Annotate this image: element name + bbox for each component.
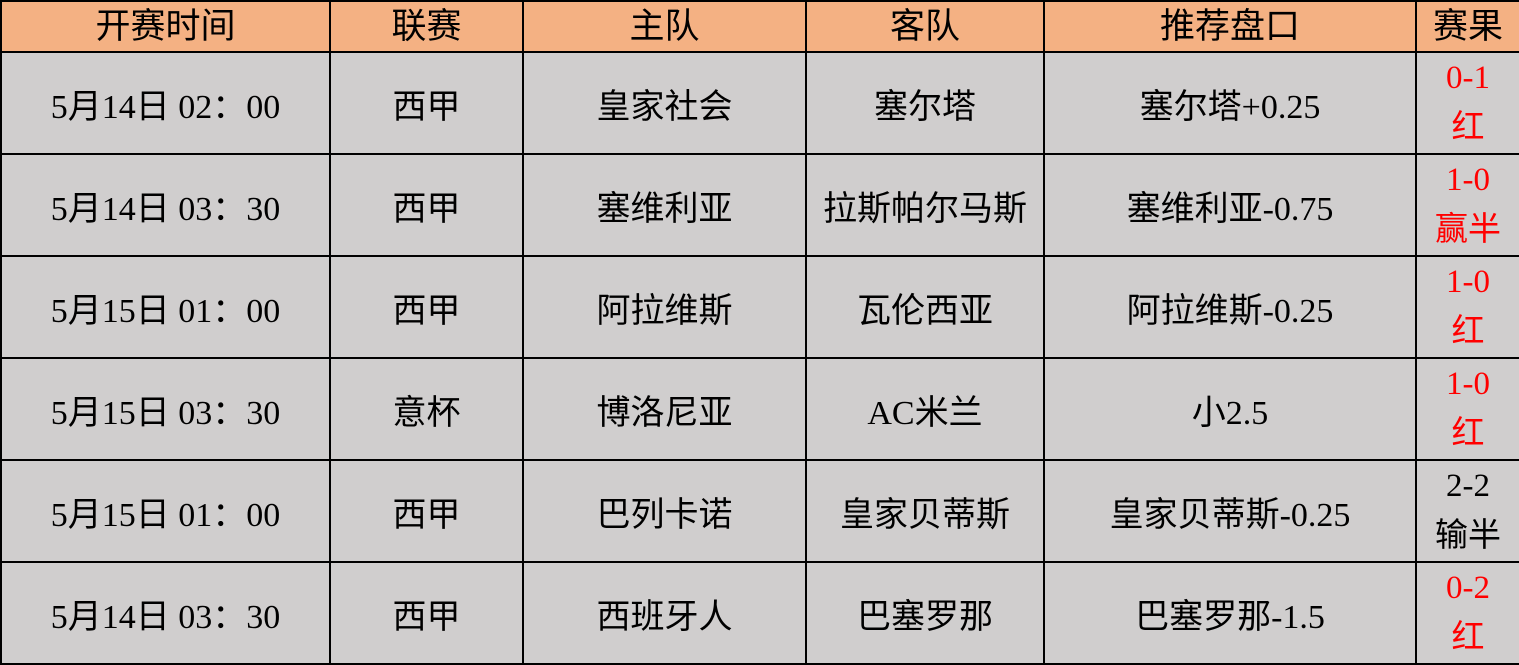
- league-cell: 意杯: [329, 357, 524, 461]
- home-team-cell: 西班牙人: [522, 561, 807, 665]
- table-row: 5月14日 03：30 西甲 塞维利亚 拉斯帕尔马斯 塞维利亚-0.75 1-0 赢半: [0, 153, 1519, 257]
- header-league: 联赛: [329, 0, 524, 53]
- home-team-cell: 巴列卡诺: [522, 459, 807, 563]
- score: 0-2: [1446, 570, 1490, 606]
- away-team-cell: 塞尔塔: [805, 51, 1045, 155]
- score: 0-1: [1446, 60, 1490, 96]
- home-team-cell: 塞维利亚: [522, 153, 807, 257]
- pick-cell: 阿拉维斯-0.25: [1043, 255, 1417, 359]
- table-row: 5月15日 01：00 西甲 阿拉维斯 瓦伦西亚 阿拉维斯-0.25 1-0 红: [0, 255, 1519, 359]
- table-row: 5月14日 03：30 西甲 西班牙人 巴塞罗那 巴塞罗那-1.5 0-2 红: [0, 561, 1519, 665]
- outcome: 赢半: [1435, 212, 1501, 248]
- result-cell: 1-0 红: [1415, 255, 1519, 359]
- pick-cell: 小2.5: [1043, 357, 1417, 461]
- time-cell: 5月14日 02：00: [0, 51, 331, 155]
- score: 1-0: [1446, 366, 1490, 402]
- away-team-cell: 拉斯帕尔马斯: [805, 153, 1045, 257]
- away-team-cell: 瓦伦西亚: [805, 255, 1045, 359]
- table-row: 5月14日 02：00 西甲 皇家社会 塞尔塔 塞尔塔+0.25 0-1 红: [0, 51, 1519, 155]
- league-cell: 西甲: [329, 561, 524, 665]
- time-cell: 5月15日 03：30: [0, 357, 331, 461]
- header-row: 开赛时间 联赛 主队 客队 推荐盘口 赛果: [0, 0, 1519, 53]
- outcome: 红: [1451, 314, 1485, 350]
- home-team-cell: 阿拉维斯: [522, 255, 807, 359]
- time-cell: 5月14日 03：30: [0, 561, 331, 665]
- result-cell: 1-0 赢半: [1415, 153, 1519, 257]
- header-pick: 推荐盘口: [1043, 0, 1417, 53]
- pick-cell: 塞维利亚-0.75: [1043, 153, 1417, 257]
- result-cell: 1-0 红: [1415, 357, 1519, 461]
- header-home: 主队: [522, 0, 807, 53]
- score: 2-2: [1446, 468, 1490, 504]
- outcome: 红: [1451, 416, 1485, 452]
- league-cell: 西甲: [329, 153, 524, 257]
- time-cell: 5月15日 01：00: [0, 459, 331, 563]
- outcome: 红: [1451, 620, 1485, 656]
- table-row: 5月15日 03：30 意杯 博洛尼亚 AC米兰 小2.5 1-0 红: [0, 357, 1519, 461]
- away-team-cell: AC米兰: [805, 357, 1045, 461]
- header-away: 客队: [805, 0, 1045, 53]
- result-cell: 2-2 输半: [1415, 459, 1519, 563]
- league-cell: 西甲: [329, 255, 524, 359]
- outcome: 输半: [1435, 518, 1501, 554]
- header-time: 开赛时间: [0, 0, 331, 53]
- league-cell: 西甲: [329, 51, 524, 155]
- header-result: 赛果: [1415, 0, 1519, 53]
- league-cell: 西甲: [329, 459, 524, 563]
- result-cell: 0-2 红: [1415, 561, 1519, 665]
- table-row: 5月15日 01：00 西甲 巴列卡诺 皇家贝蒂斯 皇家贝蒂斯-0.25 2-2 输半: [0, 459, 1519, 563]
- pick-cell: 塞尔塔+0.25: [1043, 51, 1417, 155]
- time-cell: 5月14日 03：30: [0, 153, 331, 257]
- score: 1-0: [1446, 264, 1490, 300]
- away-team-cell: 皇家贝蒂斯: [805, 459, 1045, 563]
- score: 1-0: [1446, 162, 1490, 198]
- away-team-cell: 巴塞罗那: [805, 561, 1045, 665]
- outcome: 红: [1451, 110, 1485, 146]
- pick-cell: 皇家贝蒂斯-0.25: [1043, 459, 1417, 563]
- time-cell: 5月15日 01：00: [0, 255, 331, 359]
- home-team-cell: 皇家社会: [522, 51, 807, 155]
- home-team-cell: 博洛尼亚: [522, 357, 807, 461]
- result-cell: 0-1 红: [1415, 51, 1519, 155]
- pick-cell: 巴塞罗那-1.5: [1043, 561, 1417, 665]
